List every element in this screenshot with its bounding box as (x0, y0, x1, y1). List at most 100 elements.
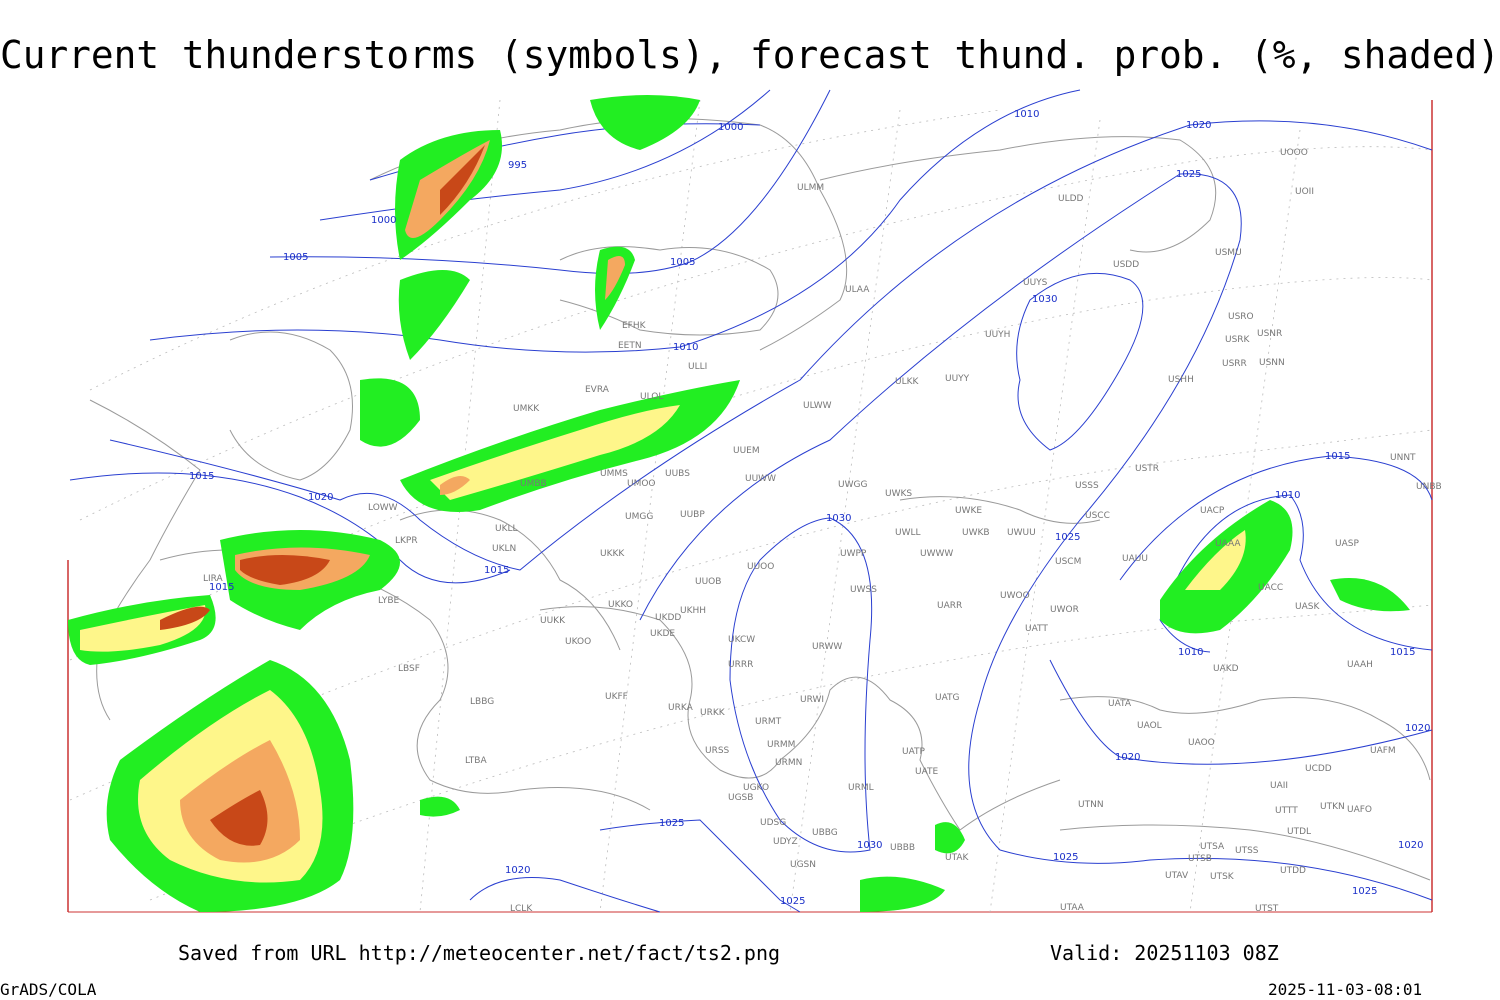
station-label: EFHK (622, 321, 647, 331)
station-label: ULMM (797, 183, 824, 193)
station-label: UKDD (655, 613, 681, 623)
station-label: UWUU (1007, 528, 1036, 538)
station-label: UGSN (790, 860, 816, 870)
station-label: UKFF (605, 692, 628, 702)
isobar-label: 1020 (1405, 723, 1430, 734)
station-label: UKDE (650, 629, 675, 639)
station-label: UTSK (1210, 872, 1235, 882)
isobar-label: 1010 (673, 342, 698, 353)
station-label: UUYY (945, 374, 970, 384)
borders (89, 118, 1431, 881)
station-label: UTST (1255, 904, 1279, 914)
station-label: UUWW (745, 474, 776, 484)
station-label: UTSB (1188, 854, 1212, 864)
station-label: LBBG (470, 697, 494, 707)
station-label: USRO (1228, 312, 1254, 322)
station-label: UMGG (625, 512, 653, 522)
isobar-label: 1020 (1398, 840, 1423, 851)
station-label: EETN (618, 341, 642, 351)
station-label: UACC (1258, 583, 1283, 593)
station-label: UUOO (747, 562, 774, 572)
station-label: UKKO (608, 600, 633, 610)
isobar-label: 1025 (1352, 886, 1377, 897)
station-label: URKA (668, 703, 694, 713)
station-label: UUYS (1023, 278, 1048, 288)
station-label: UTKN (1320, 802, 1345, 812)
station-label: USNN (1259, 358, 1285, 368)
station-label: UATA (1108, 699, 1132, 709)
station-label: UWKB (962, 528, 990, 538)
station-label: UTSS (1235, 846, 1259, 856)
isobar-label: 1015 (1390, 647, 1415, 658)
prob-shading (68, 95, 1410, 912)
station-label: USMU (1215, 248, 1242, 258)
station-label: UOII (1295, 187, 1314, 197)
isobar-label: 1020 (308, 492, 333, 503)
station-labels: ULMM ULDD USDD USMU UOOO UOII UUYS ULAA EFHK EETN… (203, 148, 1442, 914)
station-label: UAOO (1188, 738, 1215, 748)
station-label: URRR (728, 660, 753, 670)
station-label: LOWW (368, 503, 398, 513)
station-label: UGKO (743, 783, 769, 793)
station-label: UMMS (600, 469, 628, 479)
station-label: UTDL (1287, 827, 1311, 837)
station-label: UDSG (760, 818, 786, 828)
station-label: UWOR (1050, 605, 1079, 615)
isobar-label: 1030 (857, 840, 882, 851)
isobar-label: 1015 (209, 582, 234, 593)
isobar-label: 1010 (1275, 490, 1300, 501)
station-label: UKHH (680, 606, 706, 616)
station-label: LIRA (203, 574, 224, 584)
station-label: UARR (937, 601, 962, 611)
station-label: UAUU (1122, 554, 1148, 564)
isobar-label: 1030 (826, 513, 851, 524)
station-label: UNBB (1416, 482, 1442, 492)
station-label: UGSB (728, 793, 753, 803)
timestamp: 2025-11-03-08:01 (1268, 980, 1422, 999)
station-label: UACP (1200, 506, 1225, 516)
isobar-label: 1020 (505, 865, 530, 876)
isobar-label: 1030 (1032, 294, 1057, 305)
station-label: UTNN (1078, 800, 1104, 810)
isobar-label: 1020 (1186, 120, 1211, 131)
title: Current thunderstorms (symbols), forecas… (0, 33, 1500, 77)
station-label: UBBG (812, 828, 838, 838)
station-label: URKK (700, 708, 726, 718)
station-label: LTBA (465, 756, 487, 766)
station-label: USTR (1135, 464, 1159, 474)
isobar-label: 1025 (1053, 852, 1078, 863)
station-label: UWKS (885, 489, 912, 499)
station-label: UDYZ (773, 837, 798, 847)
station-label: USRR (1222, 359, 1247, 369)
station-label: URSS (705, 746, 730, 756)
station-label: UWPP (840, 549, 867, 559)
station-label: USDD (1113, 260, 1139, 270)
station-label: UATP (902, 747, 926, 757)
isobar-label: 1025 (659, 818, 684, 829)
station-label: URMN (775, 758, 802, 768)
station-label: UTDD (1280, 866, 1306, 876)
station-label: UKCW (728, 635, 755, 645)
station-label: UAAH (1347, 660, 1373, 670)
credit: GrADS/COLA (0, 980, 97, 999)
station-label: UWKE (955, 506, 982, 516)
isobar-label: 1015 (189, 471, 214, 482)
station-label: UMOO (627, 479, 656, 489)
station-label: ULOL (640, 392, 663, 402)
station-label: USCC (1085, 511, 1110, 521)
station-label: UATE (915, 767, 939, 777)
station-label: URWW (812, 642, 842, 652)
station-label: UTTT (1275, 806, 1298, 816)
station-label: UWSS (850, 585, 877, 595)
station-label: UWOO (1000, 591, 1030, 601)
station-label: UNNT (1390, 453, 1416, 463)
station-label: UUOB (695, 577, 721, 587)
station-label: UKKK (600, 549, 625, 559)
isobar-label: 1020 (1115, 752, 1140, 763)
station-label: UUKK (540, 616, 566, 626)
source-url: Saved from URL http://meteocenter.net/fa… (178, 941, 780, 965)
station-label: UTSA (1200, 842, 1225, 852)
station-label: UATT (1025, 624, 1048, 634)
station-label: URML (848, 783, 874, 793)
